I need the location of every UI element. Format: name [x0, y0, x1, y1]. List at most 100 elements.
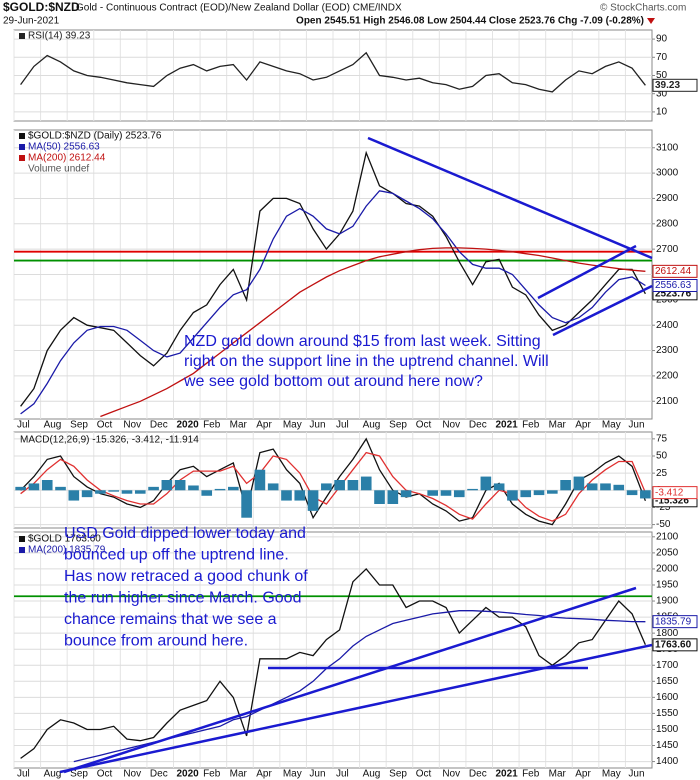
end-label-box: [652, 278, 698, 292]
x-tick-label: Feb: [203, 420, 221, 431]
x-tick-label: Sep: [70, 420, 88, 431]
x-tick-label: Jul: [336, 769, 349, 780]
histogram-bar: [533, 490, 545, 496]
histogram-bar: [440, 490, 452, 496]
histogram-bar: [161, 480, 173, 491]
end-label: 1835.79: [655, 616, 692, 627]
x-tick-label: Oct: [97, 420, 113, 431]
y-tick-label: 30: [656, 88, 668, 99]
histogram-bar: [400, 490, 412, 498]
histogram-bar: [227, 486, 239, 491]
y-tick-label: 1700: [656, 660, 679, 671]
y-tick-label: 2050: [656, 548, 679, 559]
end-label-box: [652, 638, 698, 652]
histogram-bar: [68, 490, 80, 501]
histogram-bar: [600, 483, 611, 491]
histogram-bar: [427, 490, 439, 496]
x-tick-label: 2021: [496, 420, 519, 431]
x-tick-label: Nov: [442, 769, 460, 780]
histogram-bar: [360, 476, 372, 491]
y-tick-label: 1400: [656, 756, 679, 767]
histogram-bar: [214, 488, 226, 491]
y-tick-label: -25: [656, 502, 671, 513]
x-tick-label: May: [602, 769, 621, 780]
legend-text: MACD(12,26,9) -15.326, -3.412, -11.914: [20, 435, 199, 446]
histogram-bar: [55, 486, 66, 491]
x-tick-label: Jul: [17, 420, 30, 431]
y-tick-label: 70: [656, 52, 668, 63]
end-label: 2523.76: [655, 288, 692, 299]
legend-swatch: [19, 33, 25, 39]
histogram-bar: [321, 483, 332, 491]
x-tick-label: Nov: [442, 420, 460, 431]
y-tick-label: 1600: [656, 692, 679, 703]
end-label: 2556.63: [655, 280, 692, 291]
x-tick-label: Dec: [150, 769, 168, 780]
x-tick-label: Oct: [416, 769, 432, 780]
histogram-bar: [334, 480, 345, 491]
x-tick-label: Aug: [363, 420, 381, 431]
histogram-bar: [241, 490, 252, 518]
histogram-bar: [108, 490, 120, 492]
legend-text: Volume undef: [28, 164, 89, 175]
end-label: 39.23: [655, 80, 680, 91]
description: Gold - Continuous Contract (EOD)/New Zea…: [76, 3, 402, 14]
legend-swatch: [19, 155, 25, 161]
y-tick-label: 1900: [656, 596, 679, 607]
annotation: we see gold bottom out around here now?: [183, 373, 483, 390]
x-tick-label: Apr: [256, 420, 272, 431]
end-label-box: [652, 78, 698, 92]
y-tick-label: 50: [656, 70, 668, 81]
x-tick-label: Oct: [97, 769, 113, 780]
annotation: USD Gold dipped lower today and: [64, 525, 306, 542]
annotation: right on the support line in the uptrend…: [184, 353, 549, 370]
series-line: [20, 150, 646, 407]
histogram-bar: [467, 488, 478, 491]
trend-line: [59, 643, 653, 774]
y-tick-label: 2800: [656, 218, 679, 229]
y-tick-label: 2000: [656, 564, 679, 575]
y-tick-label: 1500: [656, 724, 679, 735]
x-tick-label: Jul: [336, 420, 349, 431]
histogram-bar: [267, 483, 279, 491]
x-tick-label: May: [602, 420, 621, 431]
histogram-bar: [586, 483, 598, 491]
histogram-bar: [307, 490, 319, 511]
y-tick-label: 2700: [656, 244, 679, 255]
histogram-bar: [626, 490, 638, 496]
y-tick-label: 90: [656, 34, 668, 45]
y-tick-label: 3000: [656, 168, 679, 179]
x-tick-label: Mar: [549, 769, 567, 780]
end-label: 1763.60: [655, 639, 692, 650]
legend-text: RSI(14) 39.23: [28, 31, 91, 42]
x-tick-label: Apr: [575, 769, 591, 780]
end-label: 2612.44: [655, 266, 692, 277]
x-tick-label: Feb: [203, 769, 221, 780]
y-tick-label: 3100: [656, 142, 679, 153]
histogram-bar: [41, 480, 53, 491]
legend-swatch: [19, 133, 25, 139]
y-tick-label: 1650: [656, 676, 679, 687]
x-tick-label: Sep: [70, 769, 88, 780]
legend-swatch: [19, 536, 25, 542]
histogram-bar: [560, 480, 571, 491]
histogram-bar: [174, 480, 186, 491]
x-tick-label: Mar: [549, 420, 567, 431]
x-tick-label: Aug: [44, 420, 62, 431]
histogram-bar: [347, 480, 359, 491]
histogram-bar: [573, 476, 585, 491]
end-label-box: [652, 264, 698, 278]
histogram-bar: [493, 483, 505, 491]
series-line: [20, 567, 646, 759]
y-tick-label: 2900: [656, 193, 679, 204]
annotation: bounced up off the uptrend line.: [64, 547, 289, 564]
y-tick-label: 10: [656, 107, 668, 118]
series-line: [20, 451, 646, 522]
y-tick-label: 25: [656, 468, 668, 479]
x-tick-label: 2020: [177, 420, 200, 431]
annotation: bounce from around here.: [64, 633, 248, 650]
x-tick-label: Dec: [469, 420, 487, 431]
series-line: [20, 437, 647, 526]
y-tick-label: 1800: [656, 628, 679, 639]
